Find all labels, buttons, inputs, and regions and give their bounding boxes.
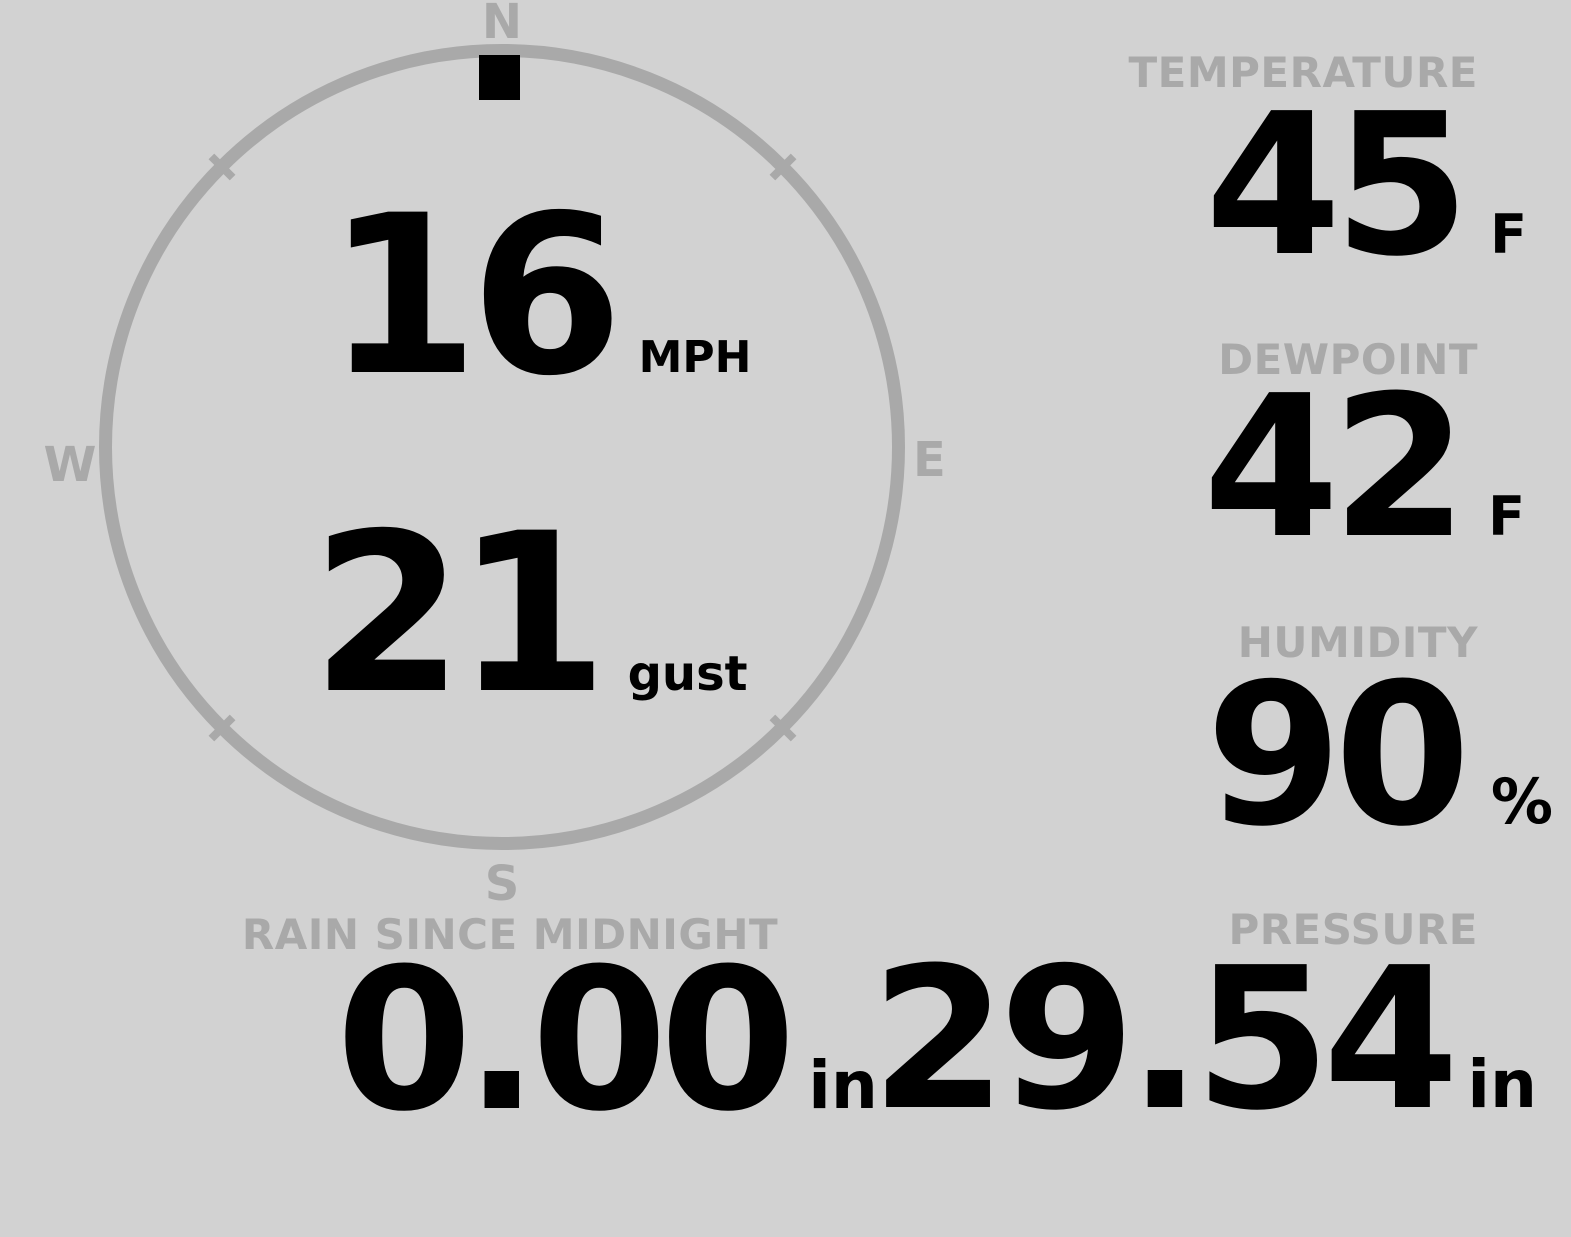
rain-since-midnight-reading: 0.00 in	[336, 943, 878, 1139]
wind-speed-value: 16	[326, 168, 623, 424]
temperature-label: TEMPERATURE	[1128, 48, 1478, 97]
wind-gust-reading: 21 gust	[311, 504, 748, 724]
pressure-value: 29.54	[870, 926, 1460, 1154]
wind-speed-reading: 16 MPH	[326, 186, 751, 406]
rain-since-midnight-label: RAIN SINCE MIDNIGHT	[241, 910, 779, 959]
rain-value: 0.00	[336, 927, 796, 1155]
temperature-unit: F	[1490, 203, 1527, 266]
rain-unit: in	[808, 1047, 878, 1124]
dewpoint-value: 42	[1203, 354, 1468, 582]
humidity-reading: 90 %	[1206, 658, 1553, 854]
temperature-reading: 45 F	[1205, 88, 1527, 284]
compass-label-south: S	[484, 856, 520, 912]
compass-label-north: N	[481, 0, 523, 50]
compass-label-east: E	[913, 432, 946, 488]
wind-gust-value: 21	[311, 486, 608, 742]
pressure-reading: 29.54 in	[871, 942, 1537, 1138]
dewpoint-label: DEWPOINT	[1218, 335, 1478, 384]
pressure-unit: in	[1467, 1046, 1537, 1123]
wind-gust-unit: gust	[627, 646, 748, 702]
dewpoint-reading: 42 F	[1203, 370, 1525, 566]
wind-direction-marker-icon	[479, 55, 520, 100]
humidity-unit: %	[1490, 765, 1553, 838]
pressure-label: PRESSURE	[1228, 905, 1478, 954]
wind-speed-unit: MPH	[638, 332, 752, 383]
humidity-label: HUMIDITY	[1237, 618, 1478, 667]
dewpoint-unit: F	[1488, 485, 1525, 548]
humidity-value: 90	[1205, 642, 1471, 870]
temperature-value: 45	[1205, 72, 1470, 300]
compass-label-west: W	[43, 437, 97, 493]
